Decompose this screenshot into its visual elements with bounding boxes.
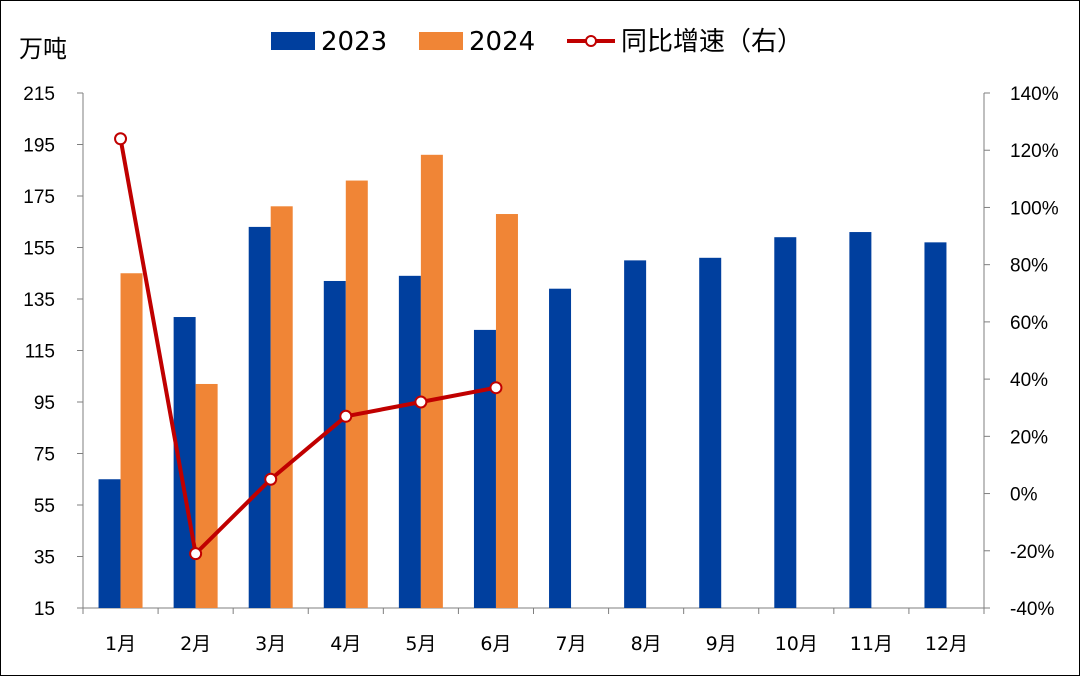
line-point-yoy-3月 xyxy=(264,472,278,486)
legend-swatch-2023 xyxy=(271,32,315,50)
y-left-tick-label: 175 xyxy=(23,187,55,208)
y-left-tick-label: 195 xyxy=(23,136,55,157)
y-left-tick-label: 95 xyxy=(34,393,55,414)
line-point-yoy-2月 xyxy=(189,547,203,561)
y-right-tick-label: -40% xyxy=(1010,599,1054,620)
x-tick-label: 12月 xyxy=(925,633,968,655)
y-right-tick-label: 80% xyxy=(1010,256,1048,277)
bar-2023-10月 xyxy=(774,237,797,608)
x-tick-label: 9月 xyxy=(706,633,737,655)
y-right-tick-label: 120% xyxy=(1010,141,1059,162)
bar-2024-2月 xyxy=(195,383,218,608)
bar-2023-12月 xyxy=(924,242,947,608)
y-right-tick-label: -20% xyxy=(1010,542,1054,563)
y-left-tick-label: 15 xyxy=(34,599,55,620)
x-tick-label: 2月 xyxy=(180,633,211,655)
bar-2023-5月 xyxy=(398,275,421,608)
x-tick-label: 6月 xyxy=(480,633,511,655)
y-right-tick-label: 100% xyxy=(1010,198,1059,219)
x-tick-label: 1月 xyxy=(105,633,136,655)
x-tick-label: 11月 xyxy=(850,633,893,655)
y-left-unit-label: 万吨 xyxy=(19,35,67,63)
legend-label-yoy: 同比增速（右） xyxy=(621,27,803,57)
y-right-tick-label: 140% xyxy=(1010,84,1059,105)
x-tick-label: 7月 xyxy=(555,633,586,655)
bar-2023-9月 xyxy=(699,257,722,608)
line-point-yoy-6月 xyxy=(489,381,503,395)
bar-2023-7月 xyxy=(549,288,572,608)
legend-label-2023: 2023 xyxy=(321,27,387,57)
y-right-tick-label: 20% xyxy=(1010,427,1048,448)
y-left-tick-label: 55 xyxy=(34,496,55,517)
legend-swatch-2024 xyxy=(419,32,463,50)
y-left-tick-label: 135 xyxy=(23,290,55,311)
legend-marker-yoy xyxy=(585,35,597,47)
plot-area: 215 195 175 155 135 115 95 75 55 35 15 140% 120% 100%… xyxy=(23,84,1058,655)
bar-2023-1月 xyxy=(98,479,121,608)
bar-2024-1月 xyxy=(120,273,143,608)
line-point-yoy-1月 xyxy=(114,132,128,146)
y-right-tick-label: 40% xyxy=(1010,370,1048,391)
bar-2024-6月 xyxy=(495,214,518,608)
bar-2023-3月 xyxy=(248,226,271,608)
bar-2023-2月 xyxy=(173,317,196,608)
bar-2023-8月 xyxy=(624,260,647,608)
y-right-tick-label: 60% xyxy=(1010,313,1048,334)
y-left-tick-label: 75 xyxy=(34,445,55,466)
bar-2024-3月 xyxy=(270,206,293,609)
y-left-tick-label: 215 xyxy=(23,84,55,105)
bar-2023-6月 xyxy=(473,329,496,608)
y-left-tick-label: 115 xyxy=(25,342,55,363)
x-tick-label: 8月 xyxy=(631,633,662,655)
x-tick-label: 4月 xyxy=(330,633,361,655)
legend: 2023 2024 同比增速（右） xyxy=(271,27,803,57)
x-tick-label: 5月 xyxy=(405,633,436,655)
line-yoy-growth xyxy=(118,138,497,556)
line-point-yoy-4月 xyxy=(339,409,353,423)
bar-2023-11月 xyxy=(849,232,872,609)
line-point-yoy-5月 xyxy=(414,395,428,409)
y-right-tick-label: 0% xyxy=(1010,485,1038,506)
bar-2024-5月 xyxy=(420,154,443,609)
bar-2023-4月 xyxy=(323,280,346,608)
y-left-tick-label: 155 xyxy=(23,239,55,260)
x-tick-label: 10月 xyxy=(775,633,818,655)
legend-label-2024: 2024 xyxy=(469,27,535,57)
bar-2024-4月 xyxy=(345,180,368,609)
x-tick-label: 3月 xyxy=(255,633,286,655)
y-left-tick-label: 35 xyxy=(34,548,55,569)
